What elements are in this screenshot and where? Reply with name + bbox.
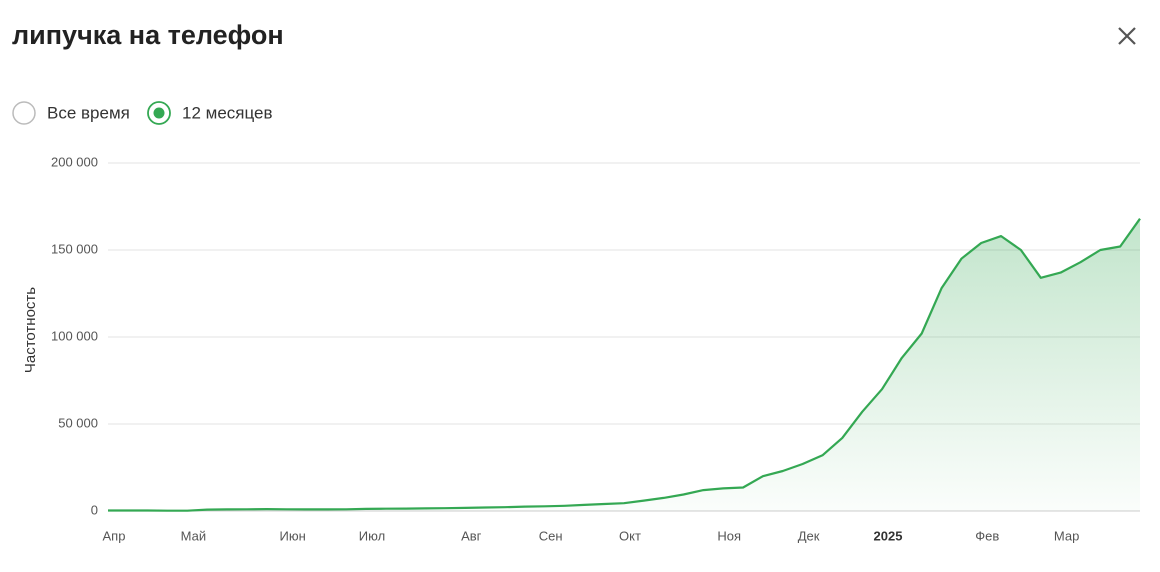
x-tick-label: 2025 [874, 528, 903, 543]
radio-all-time[interactable] [12, 101, 36, 125]
x-tick-label: Июн [279, 528, 305, 543]
y-axis-label: Частотность [22, 287, 39, 373]
radio-label[interactable]: 12 месяцев [182, 103, 273, 122]
radio-dot [153, 107, 165, 119]
y-tick-label: 100 000 [51, 328, 98, 343]
x-tick-label: Сен [539, 528, 563, 543]
y-tick-label: 200 000 [51, 154, 98, 169]
x-tick-label: Май [181, 528, 206, 543]
radio-12-months[interactable] [147, 101, 171, 125]
y-tick-label: 0 [91, 502, 98, 517]
close-button[interactable] [1118, 27, 1136, 45]
x-tick-label: Июл [359, 528, 385, 543]
x-tick-label: Мар [1054, 528, 1079, 543]
area [108, 218, 1140, 511]
line [108, 218, 1141, 512]
x-tick-label: Дек [798, 528, 820, 543]
x-tick-label: Ноя [717, 528, 741, 543]
x-tick-label: Апр [103, 528, 126, 543]
x-tick-label: Окт [619, 528, 641, 543]
title: липучка на телефон [12, 20, 284, 50]
radio-label[interactable]: Все время [47, 103, 130, 122]
x-tick-label: Фев [975, 528, 999, 543]
y-tick-label: 150 000 [51, 241, 98, 256]
x-tick-label: Авг [461, 528, 482, 543]
y-tick-label: 50 000 [58, 415, 98, 430]
